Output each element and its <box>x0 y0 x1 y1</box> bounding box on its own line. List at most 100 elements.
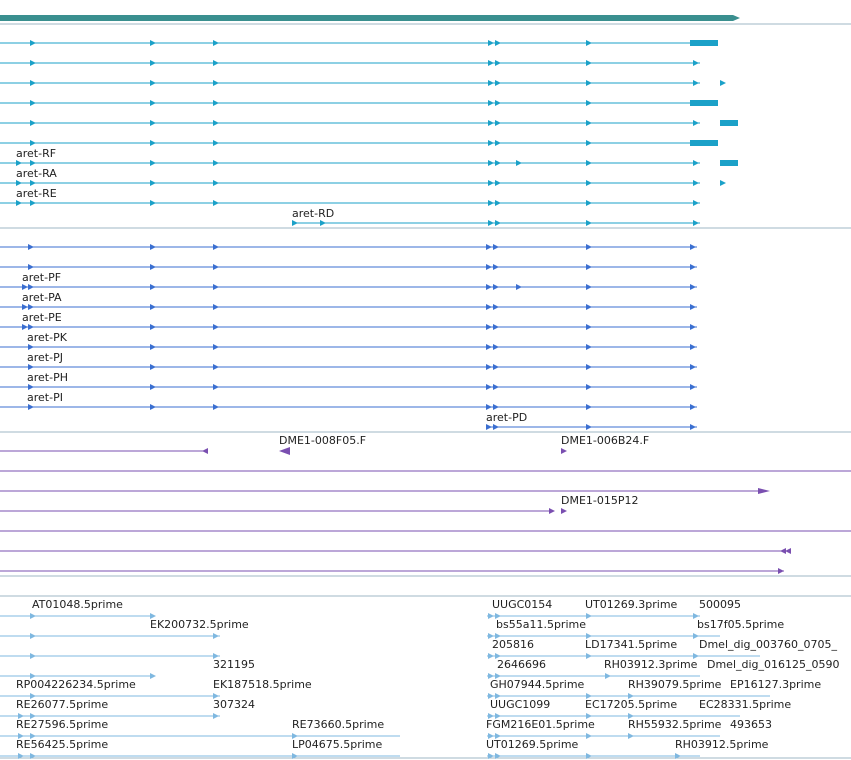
est-label[interactable]: RH55932.5prime <box>628 718 722 731</box>
est-label[interactable]: EK200732.5prime <box>150 618 249 631</box>
exon-arrow-icon <box>213 120 219 126</box>
utr-block[interactable] <box>690 100 718 106</box>
est-label[interactable]: Dmel_dig_016125_0590 <box>707 658 840 671</box>
est-label[interactable]: RE73660.5prime <box>292 718 384 731</box>
est-arrow-icon <box>150 613 156 619</box>
exon-arrow-icon <box>320 220 326 226</box>
est-label[interactable]: 321195 <box>213 658 255 671</box>
exon-arrow-icon <box>486 344 492 350</box>
exon-arrow-icon <box>150 284 156 290</box>
protein-label[interactable]: aret-PK <box>27 331 68 344</box>
transcript-label[interactable]: aret-RA <box>16 167 57 180</box>
clone-end-arrow-icon <box>549 508 555 514</box>
est-label[interactable]: EK187518.5prime <box>213 678 312 691</box>
exon-arrow-icon <box>493 364 499 370</box>
exon-arrow-icon <box>213 384 219 390</box>
protein-label[interactable]: aret-PF <box>22 271 61 284</box>
clone-end-arrow-icon <box>561 448 567 454</box>
utr-block[interactable] <box>720 120 738 126</box>
exon-arrow-icon <box>495 100 501 106</box>
est-label[interactable]: RH39079.5prime <box>628 678 722 691</box>
est-label[interactable]: Dmel_dig_003760_0705_ <box>699 638 838 651</box>
exon-arrow-icon <box>16 160 22 166</box>
est-label[interactable]: EC28331.5prime <box>699 698 791 711</box>
transcript-label[interactable]: aret-RE <box>16 187 57 200</box>
exon-arrow-icon <box>720 180 726 186</box>
utr-block[interactable] <box>690 40 718 46</box>
exon-arrow-icon <box>516 284 522 290</box>
protein-label[interactable]: aret-PJ <box>27 351 63 364</box>
clone-end-arrow-icon <box>202 448 208 454</box>
est-label[interactable]: RE27596.5prime <box>16 718 108 731</box>
gene-bar[interactable] <box>0 15 733 21</box>
clone-end-arrow-icon <box>758 488 770 494</box>
est-label[interactable]: 2646696 <box>497 658 546 671</box>
clone-end-arrow-icon <box>785 548 791 554</box>
est-label[interactable]: 205816 <box>492 638 534 651</box>
exon-arrow-icon <box>586 304 592 310</box>
est-label[interactable]: bs17f05.5prime <box>697 618 784 631</box>
exon-arrow-icon <box>586 140 592 146</box>
exon-arrow-icon <box>486 304 492 310</box>
est-label[interactable]: EP16127.3prime <box>730 678 821 691</box>
est-label[interactable]: RH03912.5prime <box>675 738 769 751</box>
clone-label[interactable]: DME1-015P12 <box>561 494 639 507</box>
exon-arrow-icon <box>586 404 592 410</box>
exon-arrow-icon <box>488 180 494 186</box>
protein-label[interactable]: aret-PD <box>486 411 527 424</box>
exon-arrow-icon <box>213 264 219 270</box>
clone-track[interactable]: DME1-008F05.F DME1-006B24.F DME1-015P12 <box>0 434 851 574</box>
est-label[interactable]: UT01269.5prime <box>486 738 579 751</box>
exon-arrow-icon <box>30 60 36 66</box>
est-arrow-icon <box>488 613 494 619</box>
exon-arrow-icon <box>495 140 501 146</box>
exon-arrow-icon <box>493 344 499 350</box>
est-track[interactable]: AT01048.5prime UUGC0154 UT01269.3prime 5000… <box>0 598 840 759</box>
est-label[interactable]: 307324 <box>213 698 255 711</box>
clone-label[interactable]: DME1-006B24.F <box>561 434 649 447</box>
exon-arrow-icon <box>150 344 156 350</box>
est-arrow-icon <box>18 753 24 759</box>
est-label[interactable]: GH07944.5prime <box>490 678 585 691</box>
transcript-label[interactable]: aret-RF <box>16 147 56 160</box>
transcript-label[interactable]: aret-RD <box>292 207 334 220</box>
est-label[interactable]: AT01048.5prime <box>32 598 123 611</box>
exon-arrow-icon <box>486 244 492 250</box>
est-label[interactable]: 500095 <box>699 598 741 611</box>
utr-block[interactable] <box>720 160 738 166</box>
est-label[interactable]: RP004226234.5prime <box>16 678 136 691</box>
exon-arrow-icon <box>150 180 156 186</box>
est-label[interactable]: FGM216E01.5prime <box>486 718 595 731</box>
exon-arrow-icon <box>495 40 501 46</box>
exon-arrow-icon <box>690 324 696 330</box>
est-arrow-icon <box>18 733 24 739</box>
utr-block[interactable] <box>690 140 718 146</box>
protein-label[interactable]: aret-PE <box>22 311 62 324</box>
est-label[interactable]: bs55a11.5prime <box>496 618 586 631</box>
est-label[interactable]: LD17341.5prime <box>585 638 677 651</box>
est-label[interactable]: UUGC1099 <box>490 698 550 711</box>
est-arrow-icon <box>628 693 634 699</box>
gene-track[interactable] <box>0 15 740 21</box>
protein-track[interactable]: aret-PF aret-PA aret-PE aret-PK aret-PJ aret-… <box>0 244 697 430</box>
exon-arrow-icon <box>30 40 36 46</box>
est-label[interactable]: RH03912.3prime <box>604 658 698 671</box>
transcript-track[interactable]: aret-RF aret-RA aret-RE aret-RD <box>0 40 738 226</box>
protein-label[interactable]: aret-PA <box>22 291 62 304</box>
exon-arrow-icon <box>150 324 156 330</box>
protein-label[interactable]: aret-PH <box>27 371 68 384</box>
exon-arrow-icon <box>586 120 592 126</box>
est-label[interactable]: RE56425.5prime <box>16 738 108 751</box>
est-label[interactable]: LP04675.5prime <box>292 738 383 751</box>
est-label[interactable]: UT01269.3prime <box>585 598 678 611</box>
exon-arrow-icon <box>30 200 36 206</box>
protein-label[interactable]: aret-PI <box>27 391 63 404</box>
est-label[interactable]: 493653 <box>730 718 772 731</box>
exon-arrow-icon <box>586 100 592 106</box>
est-label[interactable]: RE26077.5prime <box>16 698 108 711</box>
clone-label[interactable]: DME1-008F05.F <box>279 434 366 447</box>
est-arrow-icon <box>693 613 699 619</box>
est-label[interactable]: UUGC0154 <box>492 598 552 611</box>
exon-arrow-icon <box>488 120 494 126</box>
est-label[interactable]: EC17205.5prime <box>585 698 677 711</box>
